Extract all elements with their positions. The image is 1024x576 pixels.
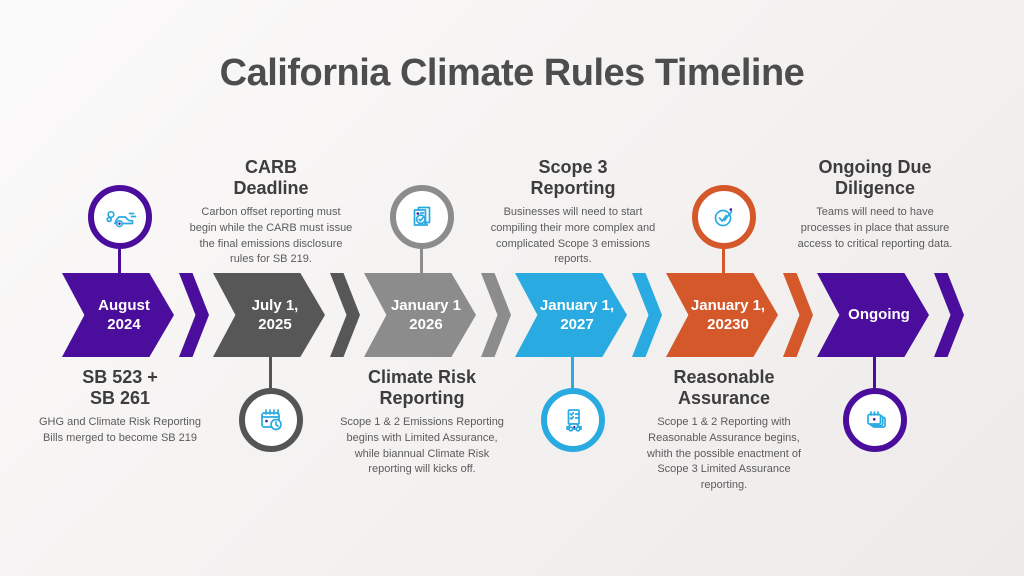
milestone-info: CARB Deadline Carbon offset reporting mus…: [179, 157, 363, 268]
timeline-separator-chevron: [330, 273, 360, 357]
connector-line: [118, 249, 121, 274]
timeline-arrow-january-2027: January 1, 2027: [515, 273, 627, 357]
milestone-heading: Climate Risk Reporting: [367, 367, 477, 409]
milestone-description: GHG and Climate Risk Reporting Bills mer…: [38, 416, 201, 445]
milestone-info: Reasonable Assurance Scope 1 & 2 Reportin…: [632, 367, 816, 494]
timeline-date-label: Ongoing: [848, 306, 910, 324]
milestone-heading: Reasonable Assurance: [673, 367, 775, 409]
milestone-circle: [692, 185, 756, 249]
milestone-description: Scope 1 & 2 Reporting with Reasonable As…: [646, 416, 802, 491]
milestone-description: Scope 1 & 2 Emissions Reporting begins w…: [340, 416, 504, 476]
timeline-separator-chevron: [783, 273, 813, 357]
timeline-date-label: August 2024: [98, 296, 150, 334]
timeline-separator-chevron: [632, 273, 662, 357]
connector-line: [420, 249, 423, 274]
milestone-description: Teams will need to have processes in pla…: [797, 206, 953, 250]
milestone-circle: [88, 185, 152, 249]
timeline-date-label: July 1, 2025: [251, 296, 299, 334]
milestone-info: Climate Risk Reporting Scope 1 & 2 Emissi…: [330, 367, 514, 478]
checklist-car-icon: [566, 409, 582, 432]
timeline-arrow-ongoing: Ongoing: [817, 273, 929, 357]
document-check-icon: [413, 206, 431, 227]
milestone-circle: [390, 185, 454, 249]
timeline-arrow-july-2025: July 1, 2025: [213, 273, 325, 357]
page-title: California Climate Rules Timeline: [219, 52, 805, 94]
timeline-date-label: January 1, 20230: [690, 296, 766, 334]
milestone-description: Carbon offset reporting must begin while…: [189, 206, 353, 266]
milestone-circle: [541, 388, 605, 452]
milestone-heading: Ongoing Due Diligence: [818, 157, 932, 199]
milestone-heading: CARB Deadline: [233, 157, 309, 199]
milestone-circle: [843, 388, 907, 452]
milestone-circle: [239, 388, 303, 452]
timeline-separator-chevron: [934, 273, 964, 357]
timeline-date-label: January 1, 2027: [539, 296, 615, 334]
connector-line: [722, 249, 725, 274]
milestone-info: SB 523 + SB 261 GHG and Climate Risk Repo…: [28, 367, 212, 447]
car-emissions-icon: [106, 210, 137, 228]
timeline-arrow-january-2026: January 1 2026: [364, 273, 476, 357]
milestone-info: Ongoing Due Diligence Teams will need to …: [783, 157, 967, 252]
milestone-info: Scope 3 Reporting Businesses will need to…: [481, 157, 665, 268]
connector-line: [873, 357, 876, 389]
milestone-description: Businesses will need to start compiling …: [490, 206, 656, 266]
timeline-arrow-august-2024: August 2024: [62, 273, 174, 357]
double-check-icon: [714, 208, 733, 227]
timeline-separator-chevron: [481, 273, 511, 357]
timeline-arrow-january-2030: January 1, 20230: [666, 273, 778, 357]
stacked-calendar-icon: [867, 411, 886, 428]
milestone-heading: SB 523 + SB 261: [82, 367, 158, 409]
milestone-heading: Scope 3 Reporting: [530, 157, 616, 199]
connector-line: [269, 357, 272, 389]
calendar-clock-icon: [261, 409, 282, 431]
connector-line: [571, 357, 574, 389]
timeline-date-label: January 1 2026: [390, 296, 462, 334]
timeline-separator-chevron: [179, 273, 209, 357]
